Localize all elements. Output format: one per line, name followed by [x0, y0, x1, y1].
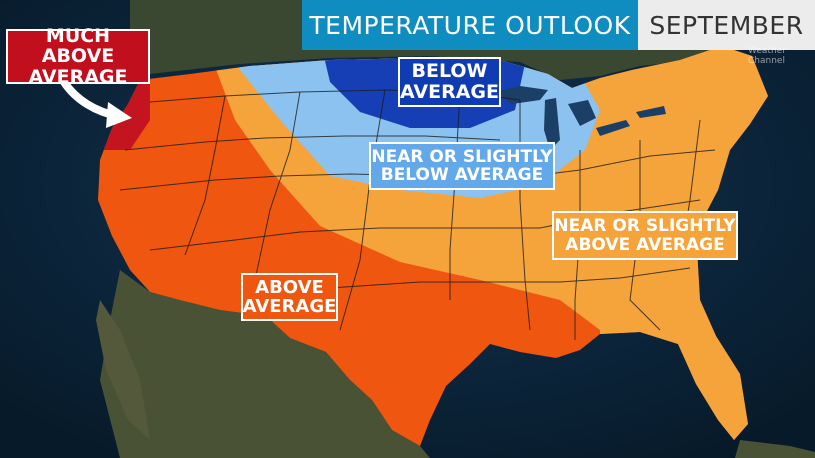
- lake-superior: [495, 86, 548, 104]
- label-near-above-average: NEAR OR SLIGHTLY ABOVE AVERAGE: [552, 211, 738, 260]
- label-below-average: BELOW AVERAGE: [398, 57, 501, 107]
- lake-erie: [596, 120, 630, 136]
- cuba-landmass: [735, 440, 815, 458]
- baja-landmass: [96, 300, 150, 440]
- title-bar: TEMPERATURE OUTLOOK: [302, 0, 638, 50]
- lake-ontario: [636, 106, 666, 118]
- callout-arrow-head: [106, 102, 132, 128]
- lake-huron: [568, 100, 596, 126]
- label-near-below-average: NEAR OR SLIGHTLY BELOW AVERAGE: [369, 142, 555, 190]
- mexico-landmass: [100, 270, 430, 458]
- lake-michigan: [544, 98, 560, 150]
- logo-line-1: Weather: [748, 46, 786, 56]
- label-much-above-average: MUCH ABOVE AVERAGE: [6, 25, 150, 87]
- channel-logo: Weather Channel: [748, 46, 786, 66]
- logo-line-2: Channel: [748, 56, 785, 66]
- label-above-average: ABOVE AVERAGE: [241, 273, 338, 321]
- month-bar: SEPTEMBER: [638, 0, 815, 50]
